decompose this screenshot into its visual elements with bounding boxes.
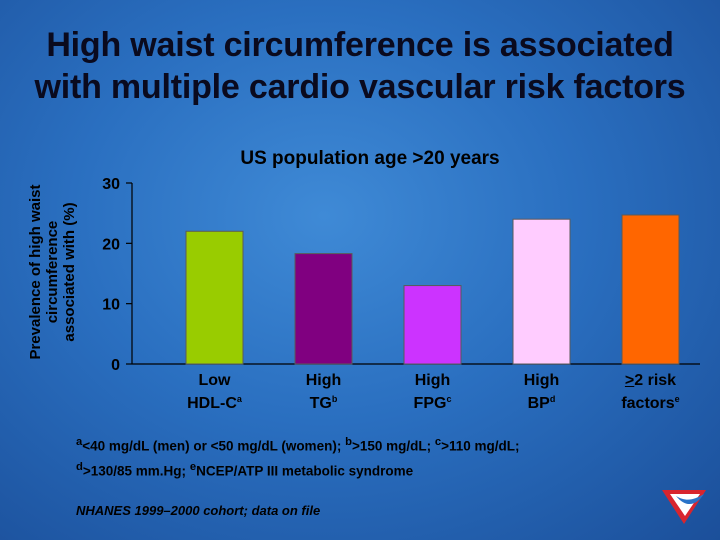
slide-title: High waist circumference is associated w… bbox=[0, 24, 720, 108]
x-tick-label-line-2: HDL-Ca bbox=[187, 394, 242, 412]
footnotes: a<40 mg/dL (men) or <50 mg/dL (women); b… bbox=[76, 432, 696, 481]
footnote-line-2: d>130/85 mm.Hg; eNCEP/ATP III metabolic … bbox=[76, 457, 696, 482]
x-tick-label: High BPd bbox=[482, 371, 602, 413]
x-tick-label: >2 risk factorse bbox=[591, 371, 711, 413]
bar bbox=[403, 285, 462, 365]
x-tick-label-line-2: TGb bbox=[309, 394, 338, 412]
x-tick-label-line-2: factorse bbox=[621, 394, 680, 412]
x-tick-label-line-1: >2 risk bbox=[624, 372, 677, 389]
y-tick-label: 30 bbox=[102, 176, 120, 193]
footnote-text: >150 mg/dL; bbox=[351, 438, 435, 454]
x-tick-label-superscript: c bbox=[446, 394, 452, 404]
x-tick-label-line-2: FPGc bbox=[413, 394, 452, 412]
footnote-marker: e bbox=[189, 460, 197, 473]
bar bbox=[512, 218, 571, 365]
x-tick-label-line-1: High bbox=[305, 372, 342, 389]
bar bbox=[621, 214, 680, 365]
y-tick-label: 10 bbox=[102, 297, 120, 314]
x-tick-label-superscript: d bbox=[549, 394, 556, 404]
footnote-text: <40 mg/dL (men) or <50 mg/dL (women); bbox=[82, 438, 346, 454]
x-tick-label-line-1: Low bbox=[198, 372, 231, 389]
x-tick-label: High FPGc bbox=[373, 371, 493, 413]
bar bbox=[185, 230, 244, 365]
brand-logo-icon bbox=[662, 490, 706, 524]
x-tick-label-line-1: High bbox=[414, 372, 451, 389]
footnote-marker: d bbox=[76, 460, 83, 473]
footnote-text: >110 mg/dL; bbox=[441, 438, 520, 454]
footnote-line-1: a<40 mg/dL (men) or <50 mg/dL (women); b… bbox=[76, 432, 696, 457]
footnote-marker: a bbox=[76, 436, 83, 448]
footnote-text: >130/85 mm.Hg; bbox=[82, 463, 190, 478]
x-tick-label-superscript: a bbox=[236, 394, 242, 404]
source-note: NHANES 1999–2000 cohort; data on file bbox=[76, 503, 321, 518]
x-tick-label-line-2: BPd bbox=[527, 394, 556, 412]
y-tick-label: 20 bbox=[102, 236, 120, 253]
title-line-1: High waist circumference is associated bbox=[46, 26, 674, 64]
footnote-text: NCEP/ATP III metabolic syndrome bbox=[196, 463, 414, 478]
x-tick-label: Low HDL-Ca bbox=[155, 371, 275, 413]
chart-title: US population age >20 years bbox=[240, 148, 500, 169]
footnote-marker: b bbox=[345, 436, 352, 448]
x-tick-label: High TGb bbox=[264, 371, 384, 413]
title-line-2: with multiple cardio vascular risk facto… bbox=[34, 68, 686, 106]
footnote-marker: c bbox=[434, 436, 442, 448]
bar bbox=[294, 253, 353, 365]
x-tick-label-superscript: e bbox=[674, 394, 680, 404]
x-tick-label-superscript: b bbox=[331, 394, 338, 404]
x-tick-label-line-1: High bbox=[523, 372, 560, 389]
y-tick-label: 0 bbox=[111, 357, 120, 374]
